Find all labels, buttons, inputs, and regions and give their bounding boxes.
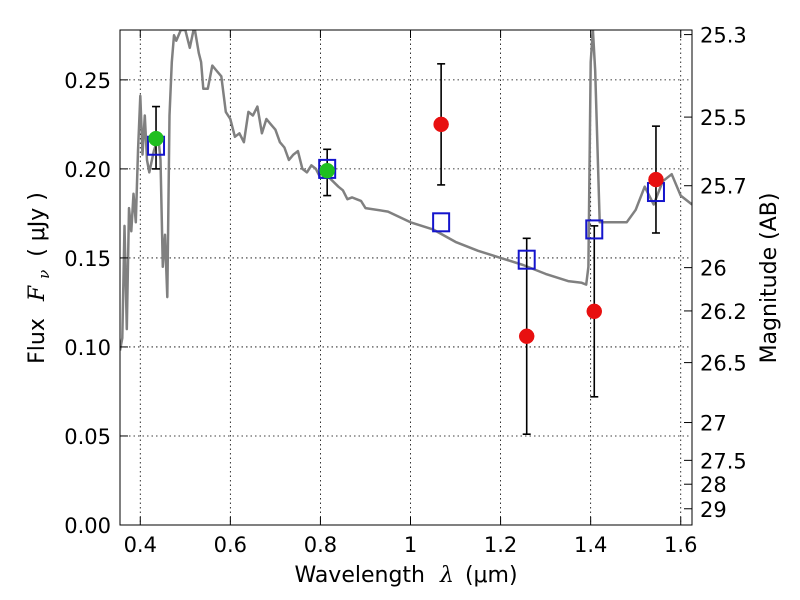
y-axis-title-subscript: ν <box>35 270 53 279</box>
right-tick-label: 28 <box>700 473 727 497</box>
observed-point <box>648 171 664 188</box>
x-tick-label: 0.4 <box>124 533 157 557</box>
tick-labels: 0.4 0.6 0.8 1 1.2 1.4 1.6 0.00 0.05 0.10 0.15 0.20 0… <box>64 24 747 557</box>
model-square-marker <box>432 212 451 233</box>
y-tick-label: 0.05 <box>64 425 111 449</box>
x-axis-title: Wavelength λ (μm) <box>294 563 517 588</box>
x-tick-label: 1.4 <box>574 533 607 557</box>
observed-point <box>586 303 603 320</box>
x-tick-label: 0.8 <box>304 533 337 557</box>
x-tick-label: 1.6 <box>664 533 697 557</box>
marker-layer <box>147 116 665 345</box>
x-tick-label: 1 <box>404 533 417 557</box>
model-square-marker <box>517 249 536 270</box>
x-tick-label: 1.2 <box>484 533 517 557</box>
x-axis-title-text: Wavelength <box>294 563 425 588</box>
right-axis-title: Magnitude (AB) <box>757 193 782 364</box>
x-tick-label: 0.6 <box>214 533 247 557</box>
grid-lines <box>120 30 692 525</box>
right-tick-label: 27 <box>700 412 727 436</box>
model-square-marker <box>585 219 604 240</box>
right-tick-label: 26 <box>700 257 727 281</box>
observed-point <box>319 162 335 179</box>
plot-background <box>120 30 692 525</box>
y-axis-title-symbol: F <box>25 285 50 302</box>
right-tick-label: 27.5 <box>700 449 747 473</box>
y-axis-title-text: Flux <box>25 318 50 364</box>
y-axis-title: Flux F ν ( μJy ) <box>25 192 55 364</box>
y-tick-label: 0.10 <box>64 336 111 360</box>
y-tick-label: 0.25 <box>64 69 111 93</box>
observed-point <box>433 116 449 133</box>
observed-point <box>518 328 535 345</box>
right-tick-label: 26.5 <box>700 352 747 376</box>
right-tick-label: 25.7 <box>700 175 747 199</box>
right-tick-label: 26.2 <box>700 300 747 324</box>
plot-frame <box>119 29 693 526</box>
y-axis-title-unit: ( μJy ) <box>25 192 50 257</box>
y-tick-label: 0.20 <box>64 158 111 182</box>
tick-marks <box>120 30 692 526</box>
x-axis-title-symbol: λ <box>439 563 454 588</box>
right-tick-label: 25.3 <box>700 24 747 48</box>
y-tick-label: 0.15 <box>64 247 111 271</box>
y-tick-label: 0.00 <box>64 514 111 538</box>
x-axis-title-unit: (μm) <box>465 563 518 588</box>
observed-point <box>148 130 164 147</box>
right-tick-label: 25.5 <box>700 106 747 130</box>
right-tick-label: 29 <box>700 498 727 522</box>
